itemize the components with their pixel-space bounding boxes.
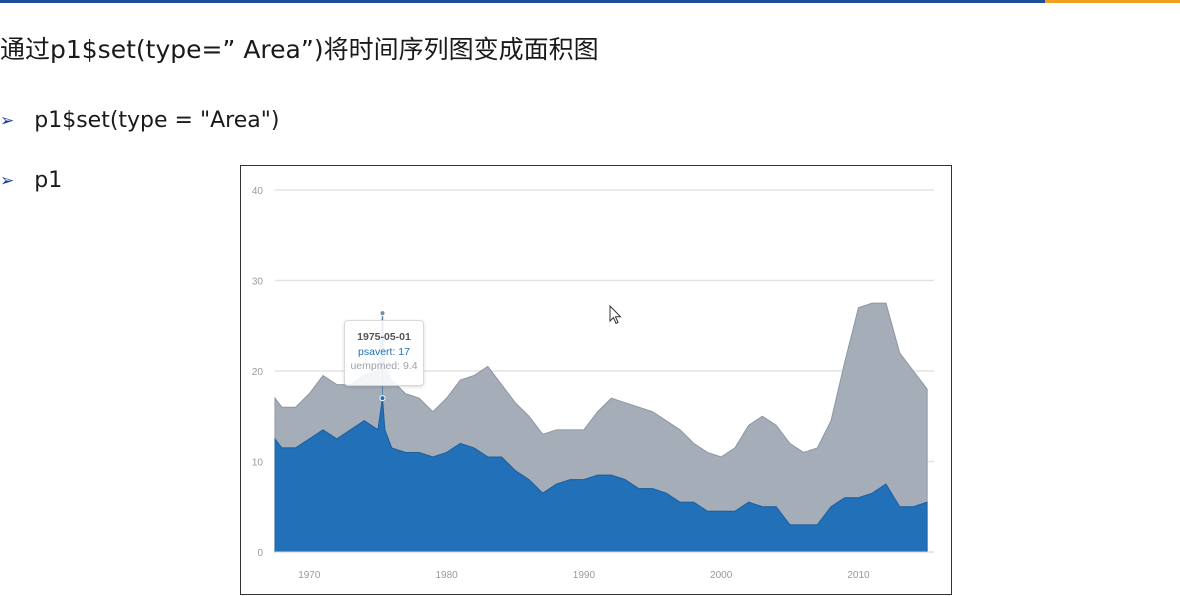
tooltip-series-2: uempmed: 9.4: [350, 360, 418, 372]
bullet-text: p1$set(type = "Area"): [34, 108, 280, 133]
tooltip-date: 1975-05-01: [357, 331, 411, 343]
y-tick-label: 30: [252, 277, 264, 288]
top-accent-bar: [1045, 0, 1180, 3]
x-tick-label: 2000: [710, 570, 733, 581]
y-tick-label: 20: [252, 367, 264, 378]
arrow-bullet-icon: ➢: [0, 111, 15, 131]
bullet-item: ➢ p1$set(type = "Area"): [0, 108, 279, 133]
x-tick-label: 2010: [847, 570, 870, 581]
slide-title: 通过p1$set(type=” Area”)将时间序列图变成面积图: [0, 35, 599, 64]
x-tick-label: 1990: [573, 570, 596, 581]
area-chart[interactable]: 0 10 20 30 40 1970 1980 1990 2000 2010: [241, 166, 953, 596]
top-bar: [0, 0, 1180, 3]
y-tick-label: 0: [257, 548, 263, 559]
chart-tooltip: 1975-05-01 psavert: 17 uempmed: 9.4: [344, 320, 424, 386]
bullet-item: ➢ p1: [0, 168, 62, 193]
hover-point-uempmed: [379, 310, 386, 317]
hover-point-psavert: [379, 395, 386, 402]
tooltip-series-1: psavert: 17: [358, 346, 410, 358]
mouse-pointer-icon: [609, 305, 622, 325]
y-tick-label: 40: [252, 186, 264, 197]
bullet-text: p1: [34, 168, 63, 193]
x-tick-label: 1970: [298, 570, 321, 581]
x-tick-label: 1980: [435, 570, 458, 581]
arrow-bullet-icon: ➢: [0, 171, 15, 191]
y-tick-label: 10: [252, 458, 264, 469]
